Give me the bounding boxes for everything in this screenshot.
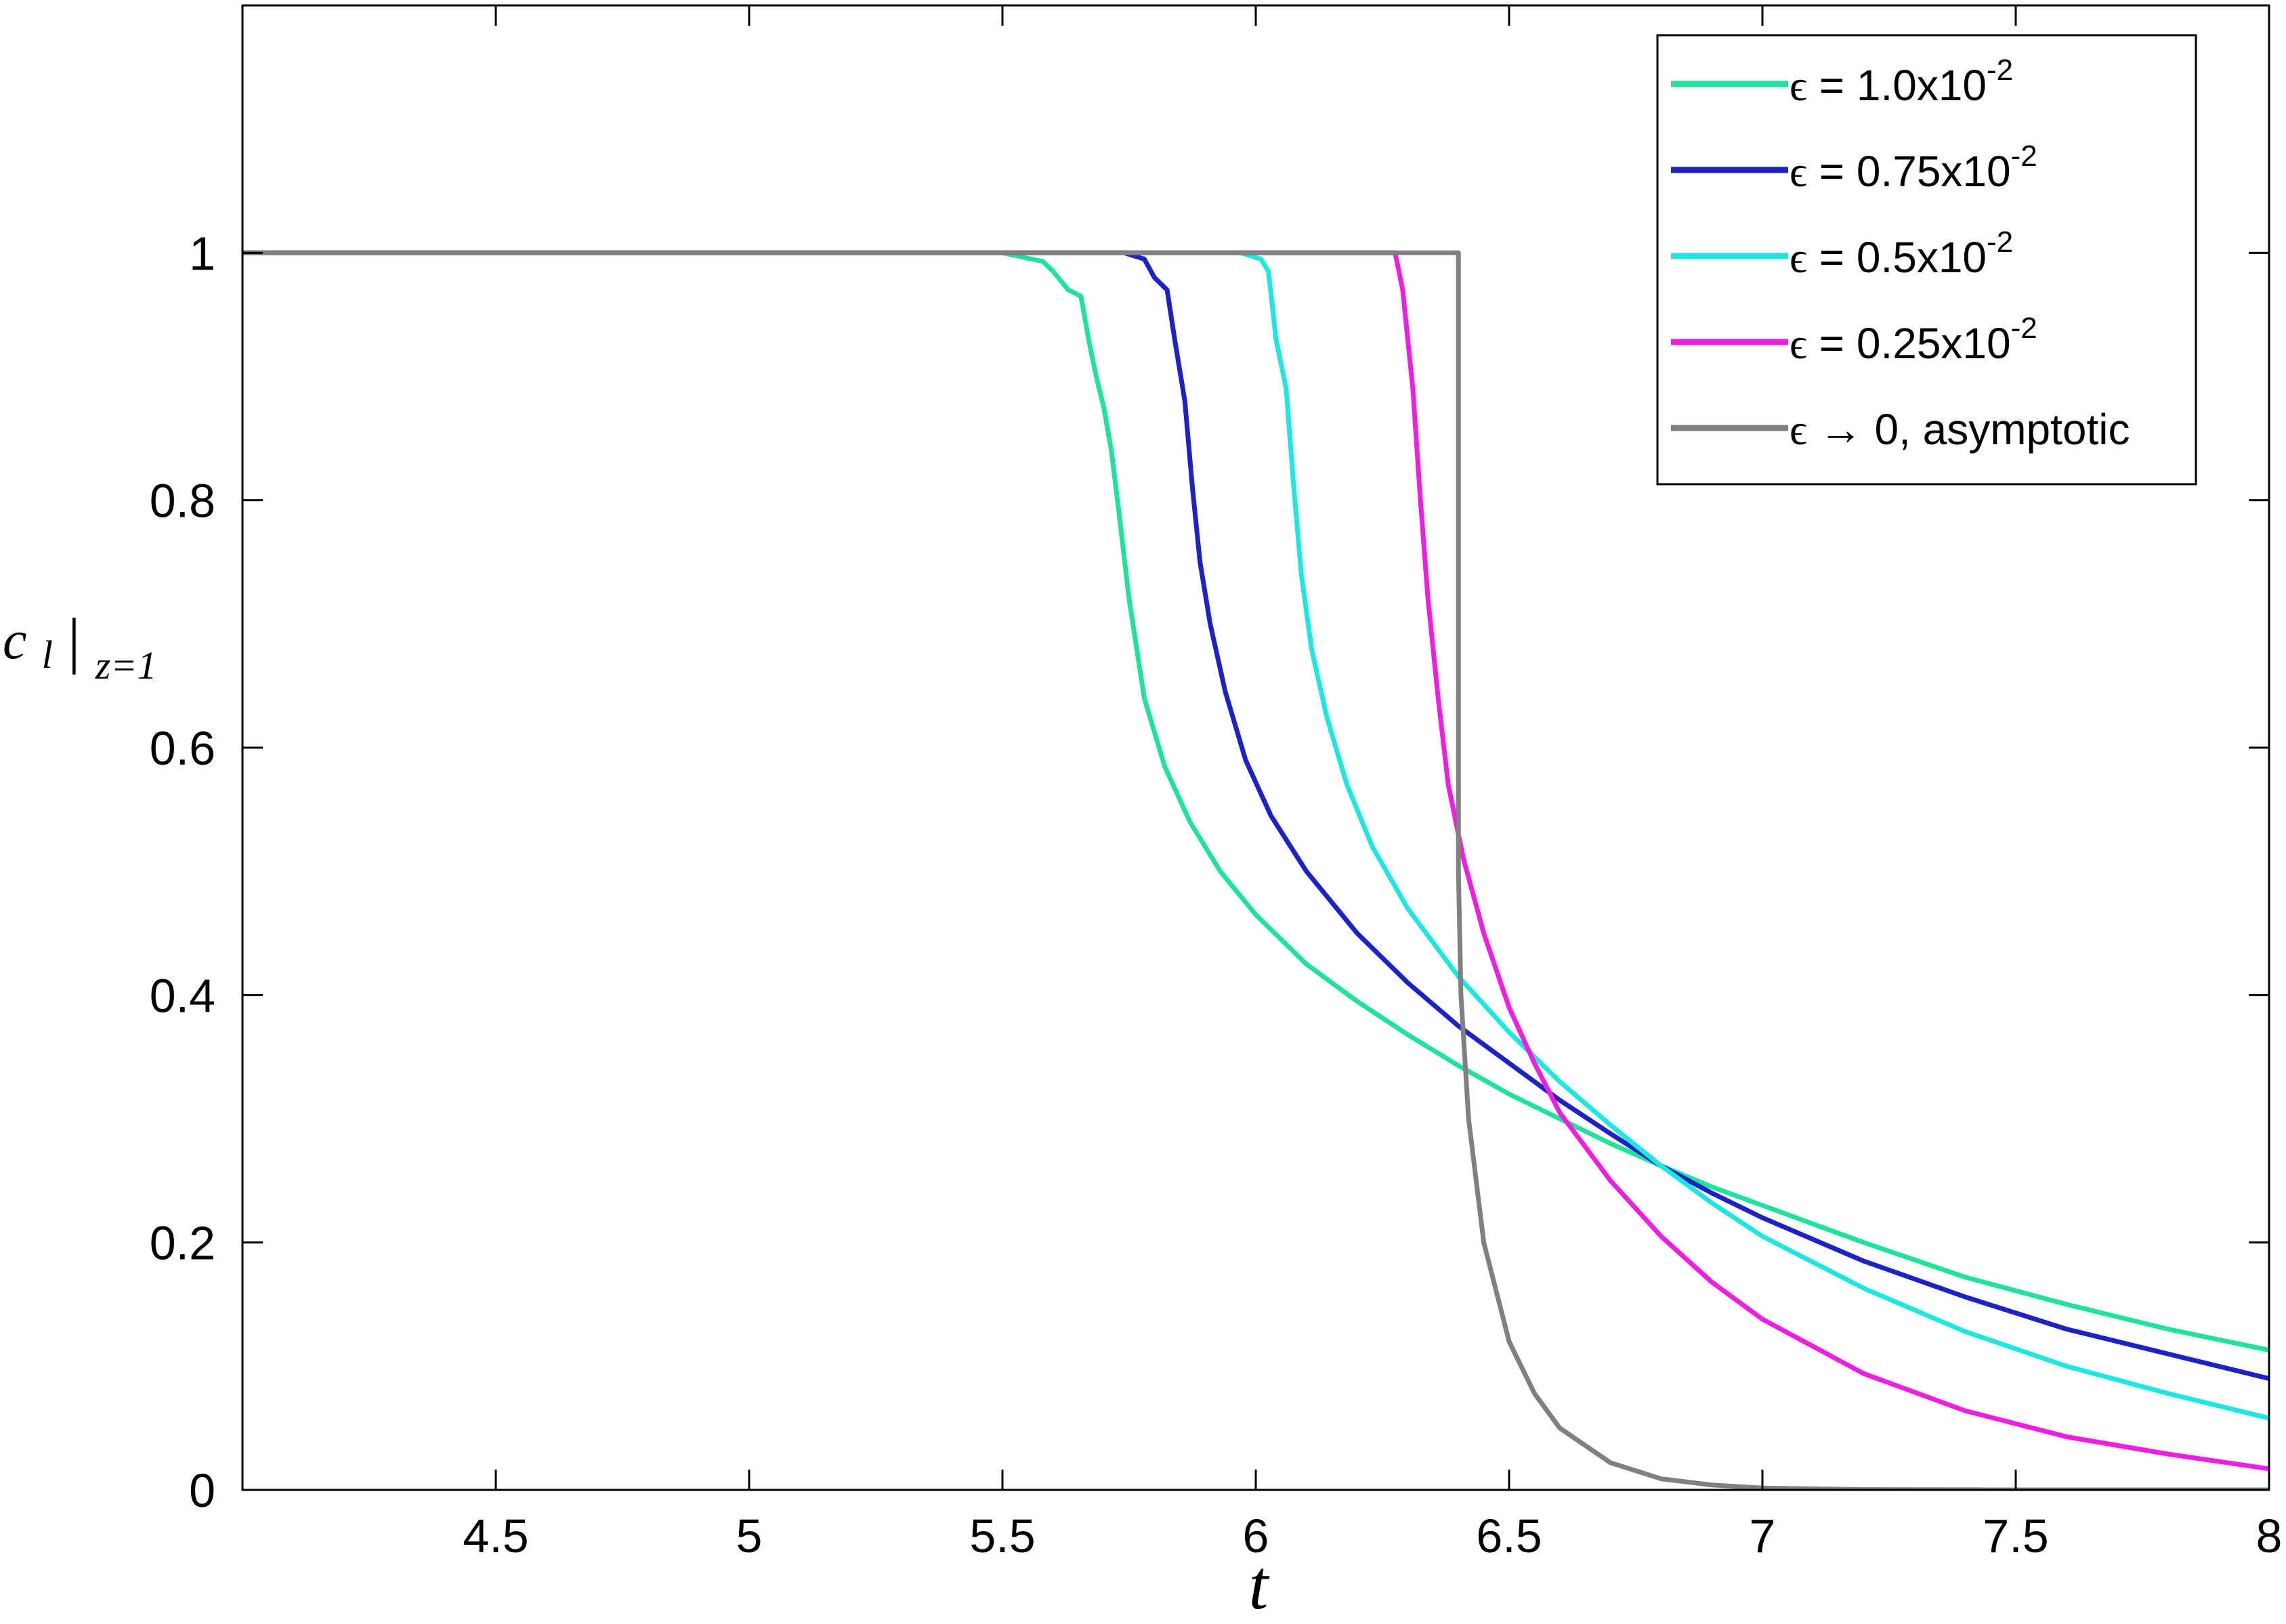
x-tick-label: 5.5 [969,1510,1035,1562]
legend-item: ϵ = 1.0x10-2 [1671,54,2013,110]
y-label-bar: | [68,605,80,675]
legend-epsilon: ϵ [1790,234,1807,282]
legend-text: = 0.5x10 [1807,233,1987,282]
legend-epsilon: ϵ [1790,62,1807,110]
y-axis-ticks: 0 0.2 0.4 0.6 0.8 1 [150,227,2269,1517]
legend-label: ϵ = 1.0x10-2 [1790,54,2013,110]
legend-item: ϵ = 0.25x10-2 [1671,312,2037,368]
series-line-1 [242,250,2269,1353]
y-tick-label: 0.2 [150,1217,215,1270]
y-tick-label: 0 [189,1464,215,1517]
legend-label: ϵ → 0, asymptotic [1790,405,2130,454]
legend-text: = 0.75x10 [1807,147,2011,196]
y-label-sub: l [42,633,53,677]
series-line-3 [242,250,2269,1421]
legend-text: = 1.0x10 [1807,61,1987,110]
x-tick-label: 4.5 [463,1510,528,1562]
x-tick-label: 7.5 [1983,1510,2048,1562]
y-tick-label: 1 [189,227,215,280]
legend-epsilon: ϵ [1790,148,1807,196]
legend-text: = 0.25x10 [1807,319,2011,368]
legend-box [1656,34,2197,486]
legend-exponent: -2 [1987,54,2013,87]
x-tick-label: 8 [2256,1510,2283,1562]
legend-exponent: -2 [2011,140,2037,173]
legend-exponent: -2 [2011,312,2037,345]
legend-items: ϵ = 1.0x10-2ϵ = 0.75x10-2ϵ = 0.5x10-2ϵ =… [1671,54,2130,454]
y-label-main: c [3,611,27,670]
y-tick-label: 0.4 [150,969,215,1022]
x-tick-label: 7 [1750,1510,1776,1562]
series-line-2 [242,250,2269,1382]
x-tick-label: 6.5 [1476,1510,1542,1562]
y-label-eval: z=1 [95,643,157,687]
x-tick-label: 5 [736,1510,763,1562]
legend: ϵ = 1.0x10-2ϵ = 0.75x10-2ϵ = 0.5x10-2ϵ =… [1656,34,2197,486]
legend-item: ϵ → 0, asymptotic [1671,405,2130,454]
y-axis-label: c l | z=1 [3,605,156,687]
x-tick-label: 6 [1243,1510,1269,1562]
legend-text: → 0, asymptotic [1807,405,2130,454]
series-layer [242,250,2269,1490]
legend-exponent: -2 [1987,226,2013,259]
legend-item: ϵ = 0.5x10-2 [1671,226,2013,282]
y-tick-label: 0.6 [150,722,215,775]
x-axis-label: t [1249,1546,1270,1624]
legend-label: ϵ = 0.25x10-2 [1790,312,2037,368]
y-tick-label: 0.8 [150,475,215,528]
series-line-4 [242,250,2269,1472]
legend-label: ϵ = 0.75x10-2 [1790,140,2037,196]
x-axis-ticks: 4.5 5 5.5 6 6.5 7 7.5 8 [463,5,2282,1562]
legend-item: ϵ = 0.75x10-2 [1671,140,2037,196]
legend-label: ϵ = 0.5x10-2 [1790,226,2013,282]
legend-epsilon: ϵ [1790,406,1807,454]
series-line-5 [242,250,2269,1490]
legend-epsilon: ϵ [1790,320,1807,368]
